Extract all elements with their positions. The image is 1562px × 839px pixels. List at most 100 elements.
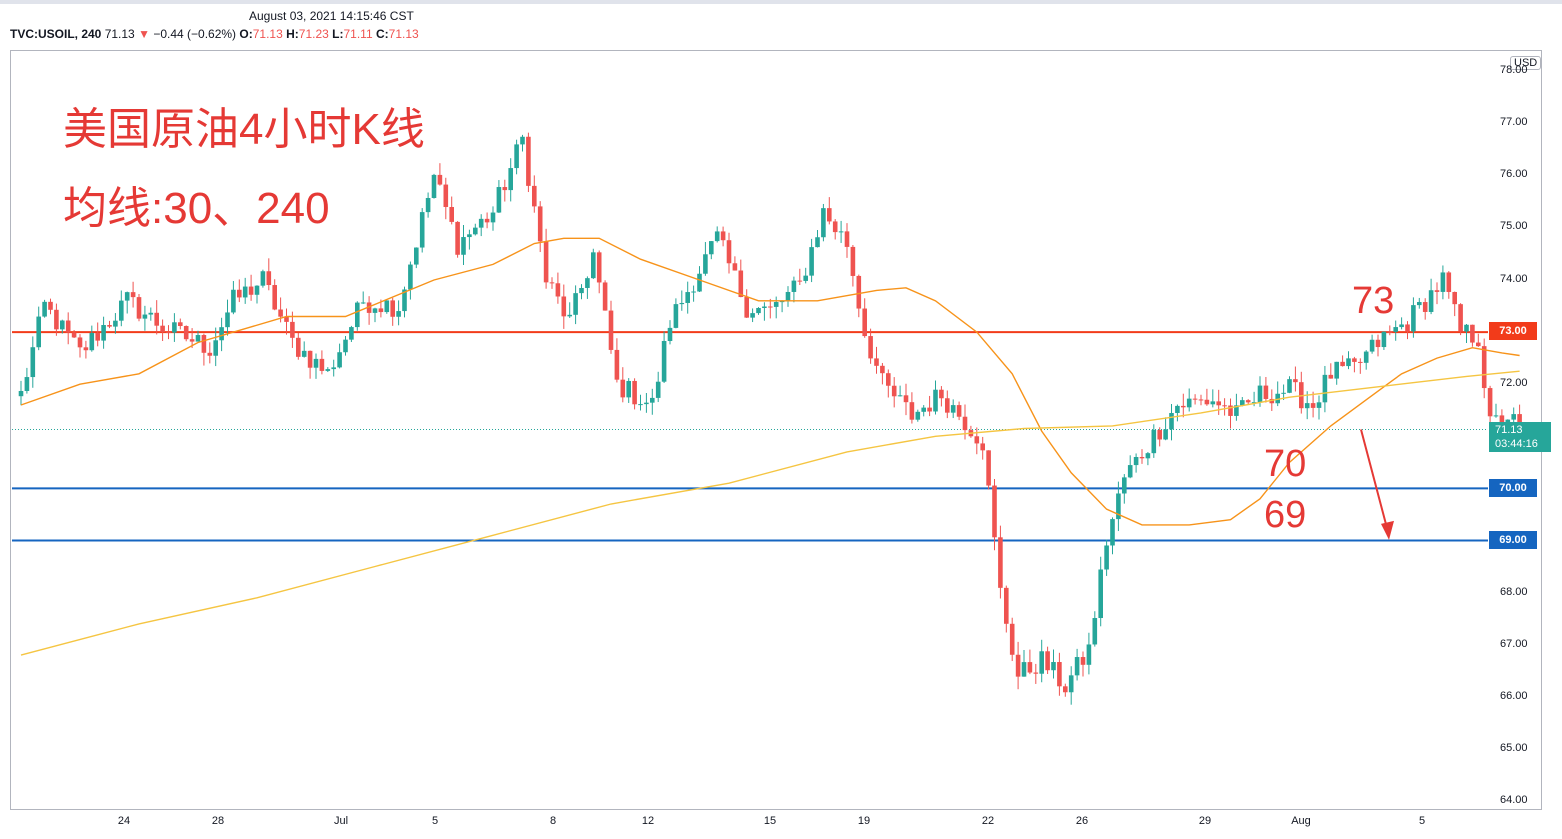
candle-body — [667, 327, 673, 342]
candle-body — [231, 289, 236, 313]
candle-body — [467, 234, 472, 238]
candle-body — [1027, 662, 1033, 673]
x-tick-aug-5: 5 — [1418, 815, 1426, 827]
candle-body — [514, 144, 519, 169]
last-price: 71.13 — [104, 27, 135, 41]
candle-body — [1033, 672, 1039, 674]
candle-body — [278, 309, 283, 317]
candle-body — [1068, 675, 1074, 693]
candle-body — [1440, 272, 1446, 292]
candle-body — [1204, 399, 1210, 405]
candle-body — [921, 407, 926, 412]
candle-body — [903, 395, 909, 403]
candle-body — [738, 270, 744, 298]
candle-body — [42, 301, 47, 317]
high-label: H: — [286, 27, 299, 41]
crosshair-timestamp: August 03, 2021 14:15:46 CST — [249, 9, 414, 23]
candle-body — [384, 300, 390, 313]
candle-body — [1039, 651, 1044, 674]
candle-body — [602, 282, 608, 311]
candle-body — [543, 241, 549, 283]
candle-body — [425, 197, 431, 213]
candle-body — [1186, 398, 1192, 408]
candle-body — [1051, 662, 1056, 671]
candle-body — [886, 373, 891, 386]
candle-body — [213, 340, 218, 356]
candle-body — [909, 402, 915, 420]
price-change: −0.44 (−0.62%) — [153, 27, 237, 41]
candle-body — [1287, 379, 1292, 393]
open-label: O: — [239, 27, 253, 41]
candle-body — [1234, 405, 1239, 416]
support-69-price-tag: 69.00 — [1489, 531, 1537, 549]
candle-body — [579, 287, 584, 294]
x-tick-29: 29 — [1198, 815, 1212, 827]
candle-body — [1358, 361, 1363, 363]
candle-body — [986, 450, 991, 486]
x-tick-26: 26 — [1075, 815, 1089, 827]
candle-body — [1198, 399, 1204, 401]
candle-body — [1086, 644, 1092, 665]
candle-body — [1493, 415, 1499, 417]
candle-body — [549, 282, 555, 284]
candle-body — [1517, 414, 1522, 430]
candle-body — [974, 436, 980, 444]
candle-body — [620, 379, 626, 398]
candle-body — [791, 280, 797, 292]
candle-body — [248, 286, 254, 295]
candle-body — [726, 240, 732, 264]
x-tick-15: 15 — [763, 815, 777, 827]
low-value: 71.11 — [343, 27, 373, 41]
candle-body — [1310, 403, 1316, 408]
candle-body — [980, 443, 985, 451]
candle-body — [803, 275, 808, 281]
candle-body — [1304, 403, 1310, 409]
candle-body — [1434, 290, 1440, 292]
x-tick-jul: Jul — [333, 815, 349, 827]
candle-body — [685, 292, 690, 303]
candle-body — [349, 327, 354, 340]
candle-body — [1080, 657, 1086, 665]
candle-body — [1481, 346, 1487, 389]
candle-body — [709, 241, 714, 255]
candle-body — [1139, 457, 1145, 459]
symbol-legend: TVC:USOIL, 240 71.13 ▼ −0.44 (−0.62%) O:… — [10, 27, 419, 41]
candle-body — [1263, 385, 1269, 399]
candle-body — [773, 302, 779, 307]
candle-body — [1346, 358, 1351, 367]
candle-body — [821, 208, 826, 238]
candle-body — [856, 275, 862, 309]
x-tick-22: 22 — [981, 815, 995, 827]
candle-body — [71, 332, 77, 338]
candle-body — [301, 350, 307, 357]
symbol-name[interactable]: TVC:USOIL, 240 — [10, 27, 102, 41]
annotation-73: 73 — [1352, 280, 1395, 322]
x-tick-8: 8 — [549, 815, 557, 827]
close-label: C: — [375, 27, 389, 41]
candle-body — [113, 320, 118, 327]
candle-body — [408, 264, 413, 290]
y-tick-65: 65.00 — [1500, 742, 1528, 754]
candle-body — [939, 389, 944, 399]
candle-body — [655, 381, 661, 398]
candle-body — [933, 389, 938, 412]
candle-body — [331, 367, 336, 370]
candle-body — [219, 327, 224, 341]
candle-body — [585, 278, 590, 288]
candle-body — [998, 537, 1003, 588]
candle-body — [1411, 305, 1416, 332]
top-border — [0, 0, 1562, 4]
y-tick-78: 78.00 — [1500, 64, 1528, 76]
candle-body — [1015, 654, 1021, 677]
low-label: L: — [332, 27, 344, 41]
candle-body — [1428, 290, 1434, 312]
candle-body — [60, 320, 65, 330]
candle-body — [573, 293, 578, 315]
candle-body — [632, 380, 637, 405]
candle-body — [1151, 429, 1157, 454]
candle-body — [172, 322, 177, 333]
candle-body — [844, 231, 850, 247]
candle-body — [372, 308, 378, 313]
currency-badge[interactable]: USD — [1510, 56, 1542, 70]
